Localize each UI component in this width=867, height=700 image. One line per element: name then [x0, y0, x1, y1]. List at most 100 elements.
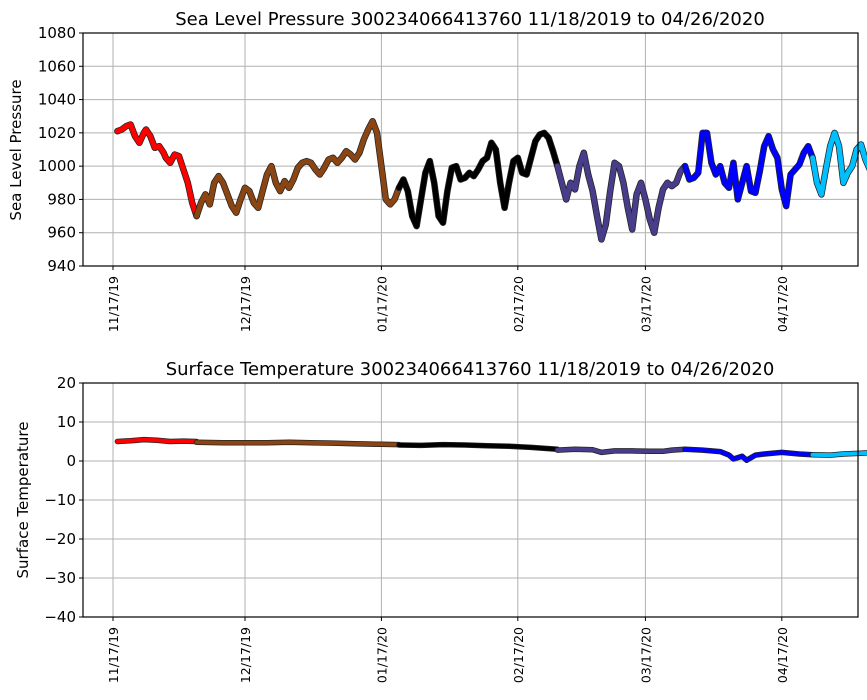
data-point	[745, 164, 749, 168]
x-axis-ticks: 11/17/19 12/17/19 01/17/20 02/17/20 03/17/20…	[106, 266, 790, 332]
data-point	[555, 164, 560, 168]
data-point	[181, 439, 185, 443]
data-point	[195, 440, 199, 444]
data-point	[203, 192, 207, 196]
data-point	[379, 164, 383, 168]
data-point	[727, 186, 731, 190]
data-point	[142, 131, 146, 135]
data-point	[162, 151, 166, 155]
data-point	[529, 445, 533, 449]
data-point	[740, 181, 744, 185]
data-point	[780, 187, 784, 191]
series-line-segment-4	[555, 447, 687, 455]
data-point	[133, 134, 137, 138]
data-point	[485, 156, 489, 160]
data-point	[520, 171, 524, 175]
data-point	[454, 164, 458, 168]
data-point	[683, 164, 687, 168]
data-point	[331, 441, 335, 445]
data-point	[564, 197, 568, 201]
data-point	[287, 186, 291, 190]
data-point	[692, 176, 696, 180]
series-line-segment-3	[397, 442, 560, 452]
data-point	[340, 156, 344, 160]
x-axis-ticks: 11/17/19 12/17/19 01/17/20 02/17/20 03/17/20…	[106, 617, 790, 683]
data-point	[547, 136, 551, 140]
data-point	[366, 127, 370, 132]
data-point	[621, 181, 626, 185]
x-tick-label: 04/17/20	[775, 627, 790, 683]
data-point	[225, 192, 229, 196]
x-tick-label: 01/17/20	[374, 627, 389, 683]
data-point	[551, 149, 555, 153]
data-point	[582, 151, 586, 155]
data-point	[824, 167, 828, 172]
chart-title: Sea Level Pressure 300234066413760 11/18…	[175, 9, 765, 30]
data-point	[344, 149, 348, 153]
data-point	[155, 438, 159, 442]
data-point	[758, 169, 762, 173]
data-point	[371, 119, 375, 123]
data-point	[291, 177, 295, 182]
data-point	[709, 161, 714, 165]
x-tick-label: 12/17/19	[238, 627, 253, 683]
sea-level-pressure-panel: Sea Level Pressure 300234066413760 11/18…	[7, 9, 867, 332]
data-point	[841, 452, 846, 456]
data-point	[674, 181, 678, 185]
data-point	[828, 453, 832, 457]
x-tick-label: 12/17/19	[238, 276, 253, 332]
data-point	[617, 164, 621, 168]
data-point	[322, 166, 326, 170]
data-point	[230, 204, 234, 208]
data-point	[859, 142, 863, 147]
data-point	[375, 131, 379, 135]
data-point	[234, 211, 238, 215]
data-point	[353, 157, 357, 162]
data-point	[599, 450, 604, 454]
data-point	[859, 451, 863, 455]
data-point	[195, 214, 199, 218]
data-point	[331, 156, 335, 160]
y-tick-label: 1020	[38, 124, 76, 142]
data-point	[661, 187, 665, 191]
data-point	[586, 172, 590, 177]
data-point	[833, 131, 837, 135]
data-point	[591, 448, 595, 452]
data-point	[762, 144, 766, 148]
data-point	[318, 172, 322, 177]
data-point	[819, 192, 824, 196]
data-point	[753, 191, 758, 195]
data-point	[274, 181, 278, 185]
data-point	[863, 157, 867, 162]
data-point	[797, 162, 802, 167]
data-point	[115, 439, 119, 444]
data-point	[648, 449, 652, 453]
surface-temperature-panel: Surface Temperature 300234066413760 11/1…	[14, 359, 867, 683]
data-point	[797, 452, 802, 456]
data-point	[793, 167, 797, 172]
data-point	[498, 181, 502, 185]
data-point	[828, 144, 832, 148]
data-point	[265, 441, 269, 445]
data-point	[652, 231, 656, 235]
data-point	[639, 181, 643, 185]
series-line-segment-6	[810, 130, 867, 197]
x-tick-label: 01/17/20	[374, 276, 389, 332]
data-point	[815, 181, 819, 185]
data-point	[731, 457, 736, 461]
data-point	[635, 192, 639, 196]
data-point	[753, 453, 758, 457]
data-point	[661, 449, 665, 453]
data-point	[507, 181, 511, 185]
data-point	[481, 159, 485, 163]
data-point	[168, 439, 172, 444]
y-tick-label: −20	[44, 530, 76, 548]
data-point	[124, 124, 128, 128]
data-point	[775, 156, 780, 160]
data-point	[701, 448, 705, 452]
data-point	[643, 197, 648, 201]
x-tick-label: 03/17/20	[638, 276, 653, 332]
y-axis-label: Surface Temperature	[14, 422, 32, 579]
data-point	[604, 222, 608, 226]
